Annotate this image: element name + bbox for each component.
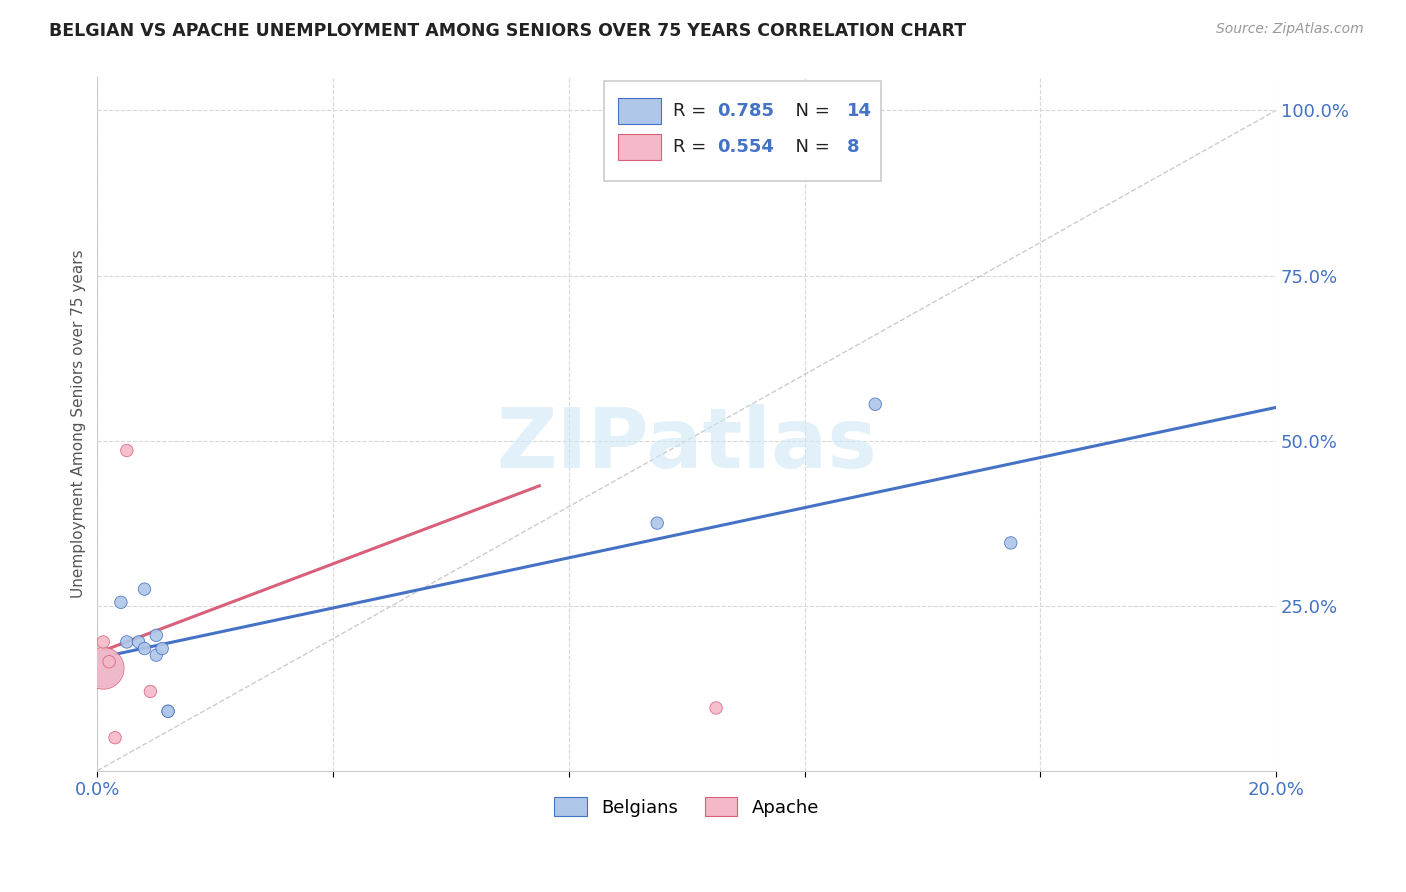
Text: ZIPatlas: ZIPatlas (496, 404, 877, 485)
FancyBboxPatch shape (619, 97, 661, 124)
Point (1000, 536, 1022, 550)
Point (145, 648, 167, 662)
Point (645, 516, 668, 530)
Point (157, 704, 180, 718)
Y-axis label: Unemployment Among Seniors over 75 years: Unemployment Among Seniors over 75 years (72, 250, 86, 599)
Point (747, 127, 769, 141)
Point (104, 731, 127, 745)
Point (91, 635, 114, 649)
FancyBboxPatch shape (619, 134, 661, 160)
FancyBboxPatch shape (605, 81, 882, 181)
Text: 8: 8 (846, 137, 859, 156)
Legend: Belgians, Apache: Belgians, Apache (547, 790, 827, 824)
Text: R =: R = (672, 137, 711, 156)
Text: R =: R = (672, 102, 711, 120)
Point (704, 701, 727, 715)
Point (157, 704, 180, 718)
Text: BELGIAN VS APACHE UNEMPLOYMENT AMONG SENIORS OVER 75 YEARS CORRELATION CHART: BELGIAN VS APACHE UNEMPLOYMENT AMONG SEN… (49, 22, 966, 40)
Point (134, 582, 156, 596)
Point (128, 635, 150, 649)
Point (150, 641, 173, 656)
Point (98, 655, 121, 669)
Text: 0.785: 0.785 (717, 102, 775, 120)
Point (91, 661, 114, 675)
Text: 0.554: 0.554 (717, 137, 775, 156)
Point (139, 684, 162, 698)
Point (863, 397, 886, 411)
Text: N =: N = (785, 137, 837, 156)
Text: Source: ZipAtlas.com: Source: ZipAtlas.com (1216, 22, 1364, 37)
Text: 14: 14 (846, 102, 872, 120)
Point (91, 661, 114, 675)
Point (134, 641, 156, 656)
Text: N =: N = (785, 102, 837, 120)
Point (110, 595, 132, 609)
Point (115, 635, 138, 649)
Point (115, 443, 138, 458)
Point (145, 628, 167, 642)
